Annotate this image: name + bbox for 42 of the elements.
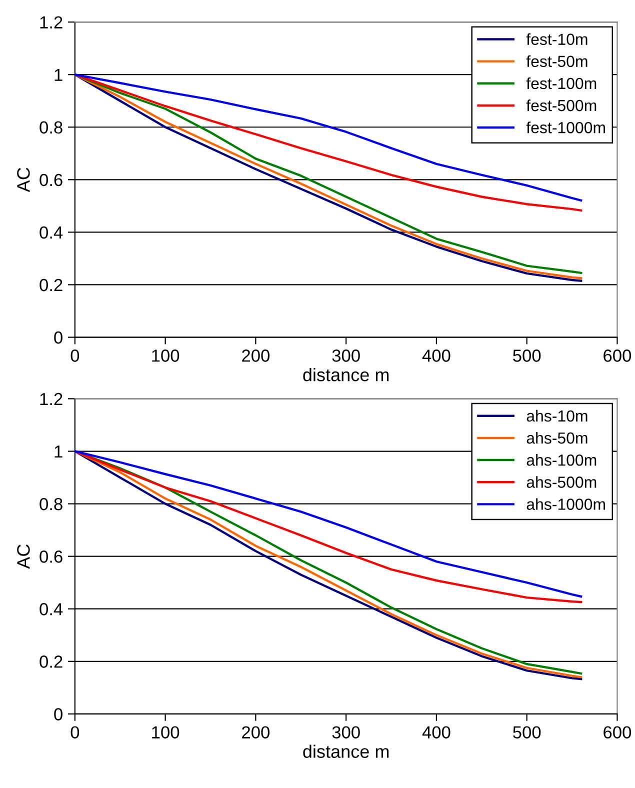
legend-label: fest-50m: [526, 55, 588, 68]
legend-label: ahs-100m: [526, 454, 596, 466]
legend-label: fest-500m: [526, 99, 596, 112]
y-tick-label: 0.4: [40, 603, 63, 616]
x-tick-label: 0: [70, 726, 80, 738]
x-tick-label: 600: [604, 726, 632, 738]
y-tick-label: 0: [54, 331, 62, 344]
y-tick-label: 0.6: [40, 550, 62, 563]
legend-label: fest-10m: [526, 33, 588, 45]
x-axis-title: distance m: [303, 368, 389, 382]
y-tick-label: 0.8: [40, 498, 62, 510]
y-tick-label: 0.2: [40, 656, 62, 668]
x-tick-label: 100: [152, 350, 180, 362]
y-tick-label: 0: [54, 708, 62, 720]
y-tick-label: 0.4: [40, 226, 63, 239]
x-tick-label: 600: [604, 350, 632, 362]
x-axis-title: distance m: [303, 744, 389, 758]
x-tick-label: 0: [70, 350, 80, 362]
y-tick-label: 0.2: [40, 278, 62, 292]
y-tick-label: 1: [54, 446, 62, 458]
y-tick-label: 0.8: [40, 121, 62, 134]
y-tick-label: 1.2: [40, 16, 62, 28]
x-tick-label: 500: [513, 726, 541, 738]
x-tick-label: 200: [242, 726, 270, 738]
y-tick-label: 1.2: [40, 392, 62, 406]
legend-label: ahs-50m: [526, 432, 588, 444]
y-axis-title: AC: [17, 168, 30, 192]
x-tick-label: 500: [513, 350, 541, 362]
x-tick-label: 300: [332, 350, 360, 362]
legend-label: ahs-1000m: [526, 498, 605, 510]
x-tick-label: 400: [422, 350, 450, 362]
y-tick-label: 1: [54, 68, 62, 81]
x-tick-label: 400: [422, 726, 450, 738]
x-tick-label: 200: [242, 350, 270, 362]
x-tick-label: 100: [152, 726, 180, 738]
y-tick-label: 0.6: [40, 174, 62, 186]
legend-label: fest-1000m: [526, 122, 605, 134]
x-tick-label: 300: [332, 726, 360, 738]
legend-label: fest-100m: [526, 77, 596, 90]
legend-label: ahs-10m: [526, 410, 588, 422]
y-axis-title: AC: [17, 544, 30, 569]
legend-label: ahs-500m: [526, 476, 596, 488]
